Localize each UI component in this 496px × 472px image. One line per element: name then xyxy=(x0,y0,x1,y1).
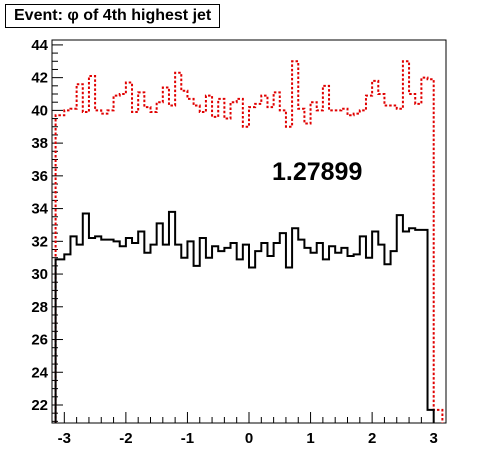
y-tick-label: 24 xyxy=(31,364,48,381)
x-tick-label: -1 xyxy=(181,430,194,447)
y-tick-label: 28 xyxy=(31,299,48,316)
x-tick-label: 1 xyxy=(306,430,314,447)
x-tick-label: 3 xyxy=(430,430,438,447)
x-tick-label: 0 xyxy=(245,430,253,447)
plot-frame xyxy=(51,39,447,424)
title-suffix: of 4th highest jet xyxy=(78,7,212,24)
y-tick-label: 44 xyxy=(31,37,48,54)
red-dotted-series xyxy=(54,60,444,423)
value-annotation: 1.27899 xyxy=(272,158,362,186)
y-tick-label: 26 xyxy=(31,332,48,349)
x-tick-label: -2 xyxy=(119,430,132,447)
axes: -3 -2 -1 0 1 2 3 22 24 26 28 30 32 34 36 38 40 42 44 xyxy=(31,37,447,447)
histogram-series xyxy=(54,60,444,423)
y-tick-label: 36 xyxy=(31,168,48,185)
y-tick-label: 40 xyxy=(31,102,48,119)
x-tick-label: 2 xyxy=(368,430,376,447)
y-tick-label: 30 xyxy=(31,266,48,283)
phi-symbol: φ xyxy=(67,7,79,24)
y-tick-label: 42 xyxy=(31,70,48,87)
y-tick-label: 34 xyxy=(31,201,48,218)
y-tick-label: 22 xyxy=(31,397,48,414)
black-solid-series xyxy=(54,210,435,423)
x-tick-label: -3 xyxy=(58,430,71,447)
title-prefix: Event: xyxy=(14,7,68,24)
y-tick-label: 38 xyxy=(31,135,48,152)
y-tick-label: 32 xyxy=(31,233,48,250)
histogram-title: Event: φ of 4th highest jet xyxy=(5,4,221,28)
